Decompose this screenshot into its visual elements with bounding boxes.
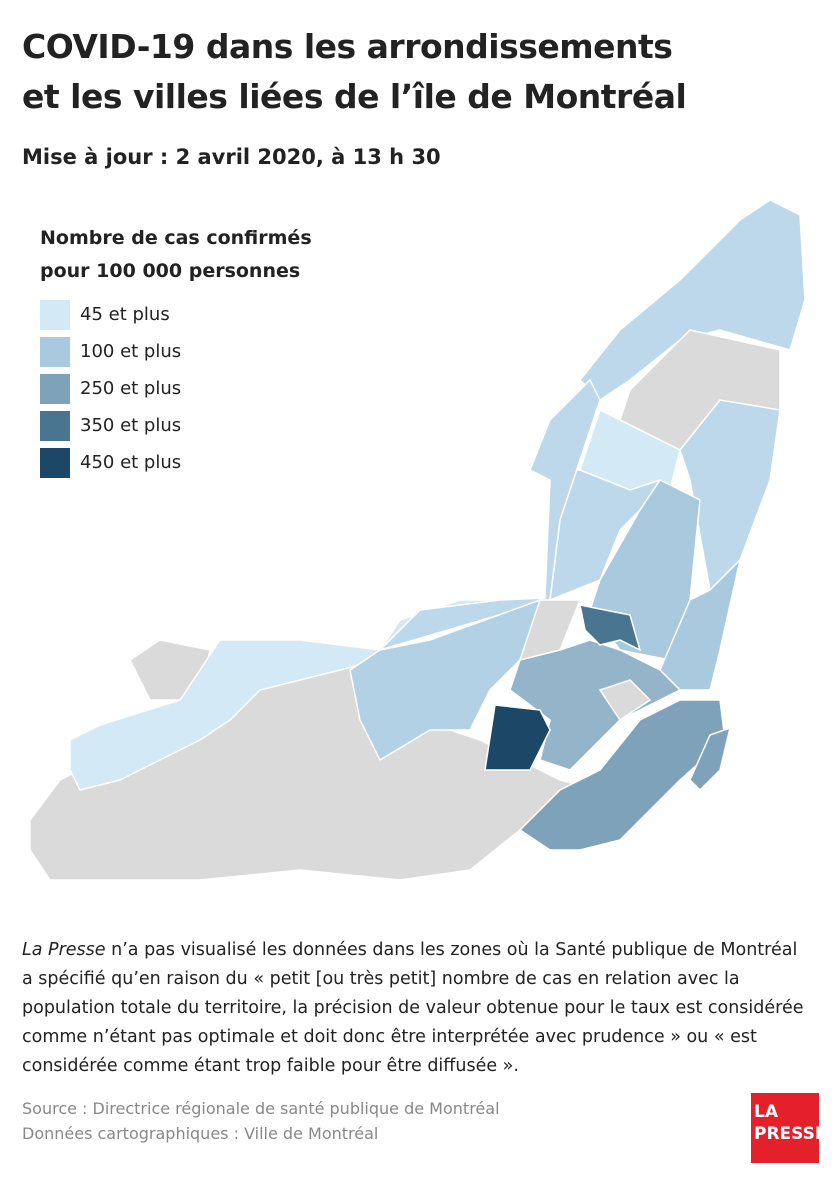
title-line: COVID-19 dans les arrondissements — [22, 27, 673, 66]
note: La Presse n’a pas visualisé les données … — [22, 936, 812, 1081]
note-emphasis: La Presse — [22, 940, 106, 960]
legend-item: 100 et plus — [40, 337, 181, 367]
region — [484, 704, 551, 771]
logo-line: LA — [754, 1102, 778, 1122]
legend-title: Nombre de cas confirmés pour 100 000 pers… — [40, 222, 312, 288]
legend-swatch — [40, 374, 70, 404]
legend-item: 250 et plus — [40, 374, 181, 404]
source-line: Données cartographiques : Ville de Montr… — [22, 1124, 379, 1143]
legend-title-line: Nombre de cas confirmés — [40, 227, 312, 249]
source-line: Source : Directrice régionale de santé p… — [22, 1099, 500, 1118]
region — [579, 604, 642, 652]
legend-label: 450 et plus — [80, 452, 182, 473]
source: Source : Directrice régionale de santé p… — [22, 1096, 500, 1146]
legend-swatch — [40, 448, 70, 478]
title-line: et les villes liées de l’île de Montréal — [22, 77, 687, 116]
legend-item: 450 et plus — [40, 448, 181, 478]
legend-title-line: pour 100 000 personnes — [40, 260, 301, 282]
legend-swatch — [40, 300, 70, 330]
legend-label: 45 et plus — [80, 304, 170, 325]
region — [689, 726, 732, 792]
legend-label: 100 et plus — [80, 341, 182, 362]
title: COVID-19 dans les arrondissements et les … — [22, 22, 687, 122]
legend-swatch — [40, 337, 70, 367]
legend-item: 45 et plus — [40, 300, 170, 330]
regions — [29, 199, 806, 881]
logo: LA PRESSE — [751, 1093, 827, 1163]
region — [578, 199, 806, 401]
logo-line: PRESSE — [754, 1124, 827, 1144]
legend-label: 350 et plus — [80, 415, 182, 436]
legend-swatch — [40, 411, 70, 441]
subtitle: Mise à jour : 2 avril 2020, à 13 h 30 — [22, 145, 441, 169]
legend-item: 350 et plus — [40, 411, 181, 441]
region — [598, 679, 652, 722]
legend-label: 250 et plus — [80, 378, 182, 399]
region — [349, 598, 541, 762]
note-text: n’a pas visualisé les données dans les z… — [22, 940, 804, 1076]
region — [379, 378, 601, 651]
